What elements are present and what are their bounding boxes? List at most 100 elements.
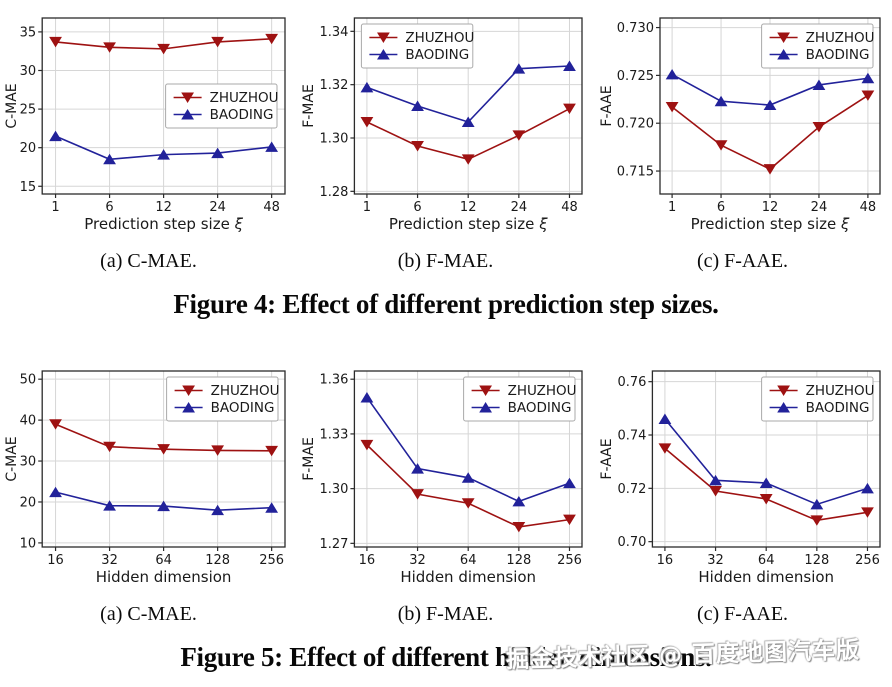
figure-5-charts-row: 10 20 30 40 50 16 32 64 128 256 Hidden dimension C-… [0, 361, 892, 589]
chart-faae-hidden-dim: 0.70 0.72 0.74 0.76 16 32 64 128 256 Hidden dimen… [599, 370, 881, 586]
x-tick-label: 6 [716, 200, 724, 215]
legend-box [463, 376, 576, 422]
data-point-marker-zhuzhou [102, 42, 116, 53]
data-point-marker-zhuzhou [714, 140, 727, 151]
y-tick-label: 30 [19, 64, 36, 79]
data-point-marker-zhuzhou [264, 445, 278, 457]
x-tick-label: 6 [105, 200, 113, 215]
data-point-marker-zhuzhou [461, 498, 475, 509]
legend-box [165, 376, 279, 422]
data-point-marker-zhuzhou [48, 419, 62, 430]
x-tick-label: 64 [155, 553, 172, 568]
data-point-marker-zhuzhou [48, 36, 62, 48]
data-point-marker-baoding [210, 147, 224, 159]
data-point-marker-zhuzhou [809, 515, 823, 526]
subcaption-fig4b: (b) F-MAE. [397, 250, 494, 272]
y-tick-label: 1.36 [319, 373, 348, 388]
y-tick-label: 1.30 [319, 482, 348, 497]
y-tick-label: 50 [19, 373, 36, 388]
data-point-marker-zhuzhou [763, 164, 776, 175]
y-tick-label: 0.720 [616, 117, 653, 132]
x-tick-label: 48 [561, 200, 578, 215]
figure-4-charts-row: 15 20 25 30 35 1 6 12 24 48 Prediction step size ξ… [0, 8, 892, 236]
x-tick-label: 16 [359, 553, 376, 568]
x-tick-label: 12 [460, 200, 477, 215]
figure-5-title: Figure 5: Effect of different hidden dim… [180, 642, 712, 672]
x-axis-label: Prediction step size ξ [84, 215, 243, 233]
data-point-marker-baoding [714, 95, 727, 107]
x-tick-label: 64 [460, 553, 477, 568]
x-tick-label: 12 [761, 200, 778, 215]
subcaption-fig5b: (b) F-MAE. [397, 603, 494, 625]
chart-cell-fig4c: 0.715 0.720 0.725 0.730 1 6 12 24 48 Prediction s… [595, 8, 892, 236]
data-point-marker-baoding [708, 474, 722, 486]
subcaption-fig4a: (a) C-MAE. [100, 250, 197, 272]
data-point-marker-baoding [860, 482, 874, 494]
data-point-marker-zhuzhou [411, 489, 424, 500]
figure-4-captions-row: (a) C-MAE. (b) F-MAE. (c) F-AAE. [0, 246, 892, 276]
y-tick-label: 0.76 [617, 375, 646, 390]
data-point-marker-baoding [411, 100, 424, 111]
figure-4-title: Figure 4: Effect of different prediction… [173, 289, 719, 319]
x-axis-label: Hidden dimension [400, 568, 536, 586]
data-point-marker-baoding [563, 477, 576, 489]
x-tick-label: 1 [363, 200, 371, 215]
subcaption-fig5c: (c) F-AAE. [696, 603, 789, 625]
legend-label-baoding: BAODING [508, 400, 572, 416]
data-point-marker-zhuzhou [102, 441, 116, 453]
data-point-marker-zhuzhou [156, 43, 170, 55]
x-tick-label: 128 [804, 553, 829, 568]
data-point-marker-zhuzhou [812, 122, 825, 133]
x-tick-label: 48 [859, 200, 876, 215]
y-tick-label: 0.72 [617, 482, 646, 497]
data-point-marker-baoding [461, 116, 475, 127]
legend-box [360, 23, 474, 69]
data-point-marker-zhuzhou [360, 439, 374, 451]
data-point-marker-zhuzhou [658, 443, 671, 454]
data-point-marker-zhuzhou [512, 521, 526, 533]
legend-label-zhuzhou: ZHUZHOU [209, 90, 278, 106]
legend-box [760, 23, 874, 69]
legend-label-zhuzhou: ZHUZHOU [805, 30, 874, 46]
x-tick-label: 24 [511, 200, 528, 215]
chart-cell-fig5b: 1.27 1.30 1.33 1.36 16 32 64 128 256 Hidden dimen… [298, 361, 595, 589]
y-tick-label: 10 [19, 536, 36, 551]
data-point-marker-zhuzhou [411, 141, 424, 152]
legend-marker-zhuzhou [776, 32, 790, 43]
y-tick-label: 0.715 [616, 165, 653, 180]
x-tick-label: 128 [506, 553, 531, 568]
legend-marker-zhuzhou [479, 385, 492, 396]
data-point-marker-zhuzhou [264, 33, 278, 45]
x-tick-label: 32 [409, 553, 426, 568]
legend-marker-baoding [181, 402, 195, 413]
legend-label-zhuzhou: ZHUZHOU [805, 383, 874, 399]
y-tick-label: 0.74 [617, 429, 646, 444]
chart-cell-fig4a: 15 20 25 30 35 1 6 12 24 48 Prediction step size ξ… [0, 8, 297, 236]
legend-label-zhuzhou: ZHUZHOU [210, 383, 279, 399]
legend-label-baoding: BAODING [210, 400, 274, 416]
data-point-marker-zhuzhou [563, 103, 576, 115]
y-tick-label: 30 [19, 455, 36, 470]
figure-4-block: 15 20 25 30 35 1 6 12 24 48 Prediction step size ξ… [0, 0, 892, 323]
y-tick-label: 0.730 [616, 21, 653, 36]
subcaption-fig4c: (c) F-AAE. [696, 250, 789, 272]
data-point-marker-baoding [210, 504, 224, 516]
legend-marker-baoding [776, 402, 790, 413]
data-point-marker-baoding [156, 149, 170, 160]
data-point-marker-baoding [360, 391, 374, 403]
x-tick-label: 256 [557, 553, 582, 568]
y-tick-label: 15 [19, 180, 36, 195]
x-axis-label: Hidden dimension [698, 568, 834, 586]
data-point-marker-baoding [861, 72, 874, 84]
data-point-marker-zhuzhou [860, 507, 874, 518]
chart-fmae-step-size: 1.28 1.30 1.32 1.34 1 6 12 24 48 Prediction step … [301, 17, 583, 233]
data-point-marker-baoding [48, 130, 62, 142]
data-point-marker-zhuzhou [156, 444, 170, 455]
y-axis-label: F-MAE [301, 437, 317, 481]
legend-box [164, 83, 278, 129]
x-tick-label: 16 [656, 553, 673, 568]
x-tick-label: 6 [413, 200, 421, 215]
legend-label-baoding: BAODING [805, 400, 869, 416]
y-tick-label: 1.34 [319, 25, 348, 40]
